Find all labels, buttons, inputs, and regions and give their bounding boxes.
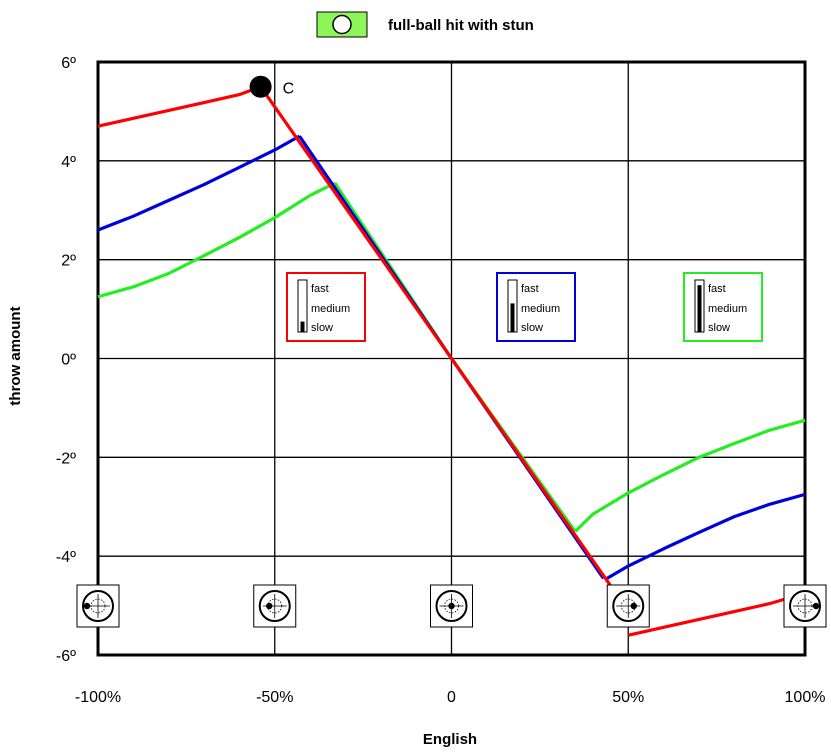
- cue-ball-icon: [253, 584, 297, 628]
- series-line-fast-left-branch: [97, 181, 336, 299]
- speed-indicator-slow: fast medium slow: [286, 272, 366, 342]
- series-line-medium-right-branch: [606, 492, 806, 580]
- speed-label-slow: slow: [521, 322, 543, 334]
- legend: full-ball hit with stun: [316, 11, 534, 38]
- series-line-slow-right-branch: [627, 591, 806, 637]
- speed-label-medium: medium: [521, 303, 560, 315]
- plot-border: [96, 60, 807, 657]
- legend-label: full-ball hit with stun: [388, 17, 534, 34]
- speed-label-slow: slow: [708, 322, 730, 334]
- y-tick-label: -4º: [56, 549, 76, 566]
- speed-meter-fill: [697, 285, 702, 332]
- cue-tip-contact-dot: [83, 602, 91, 610]
- point-c-marker: [249, 75, 272, 98]
- speed-label-fast: fast: [311, 283, 329, 295]
- x-axis-title: English: [423, 731, 477, 748]
- x-tick-label: 50%: [612, 689, 644, 706]
- speed-label-medium: medium: [311, 303, 350, 315]
- cue-tip-contact-dot: [448, 602, 455, 610]
- cue-tip-contact-dot: [630, 602, 637, 610]
- speed-label-slow: slow: [311, 322, 333, 334]
- y-tick-label: 4º: [61, 154, 76, 171]
- speed-indicator-fast: fast medium slow: [683, 272, 763, 342]
- speed-indicator-medium: fast medium slow: [496, 272, 576, 342]
- series-line-fast-center-branch: [333, 182, 577, 533]
- y-tick-label: 0º: [61, 352, 76, 369]
- cue-ball-icon: [76, 584, 120, 628]
- x-tick-label: -50%: [256, 689, 293, 706]
- x-tick-label: -100%: [75, 689, 121, 706]
- x-tick-label: 0: [447, 689, 456, 706]
- point-c-label: C: [283, 81, 295, 98]
- speed-meter-fill: [510, 303, 515, 332]
- series-line-fast-right-branch: [574, 418, 806, 533]
- series-line-slow-left-branch: [97, 85, 262, 128]
- speed-label-fast: fast: [521, 283, 539, 295]
- speed-label-fast: fast: [708, 283, 726, 295]
- series-line-medium-left-branch: [97, 134, 301, 232]
- y-axis-title: throw amount: [7, 306, 24, 405]
- series-line-slow-center-branch: [259, 85, 616, 592]
- x-tick-label: 100%: [785, 689, 826, 706]
- y-tick-label: 6º: [61, 55, 76, 72]
- speed-meter-fill: [300, 321, 305, 332]
- y-tick-label: -2º: [56, 450, 76, 467]
- cue-tip-contact-dot: [266, 602, 273, 610]
- cue-ball-circle-icon: [332, 14, 352, 35]
- y-tick-label: -6º: [56, 648, 76, 665]
- y-tick-label: 2º: [61, 253, 76, 270]
- cue-ball-icon: [430, 584, 473, 628]
- cue-ball-icon: [783, 584, 827, 628]
- speed-label-medium: medium: [708, 303, 747, 315]
- cue-ball-icon: [606, 584, 650, 628]
- cue-tip-contact-dot: [812, 602, 820, 610]
